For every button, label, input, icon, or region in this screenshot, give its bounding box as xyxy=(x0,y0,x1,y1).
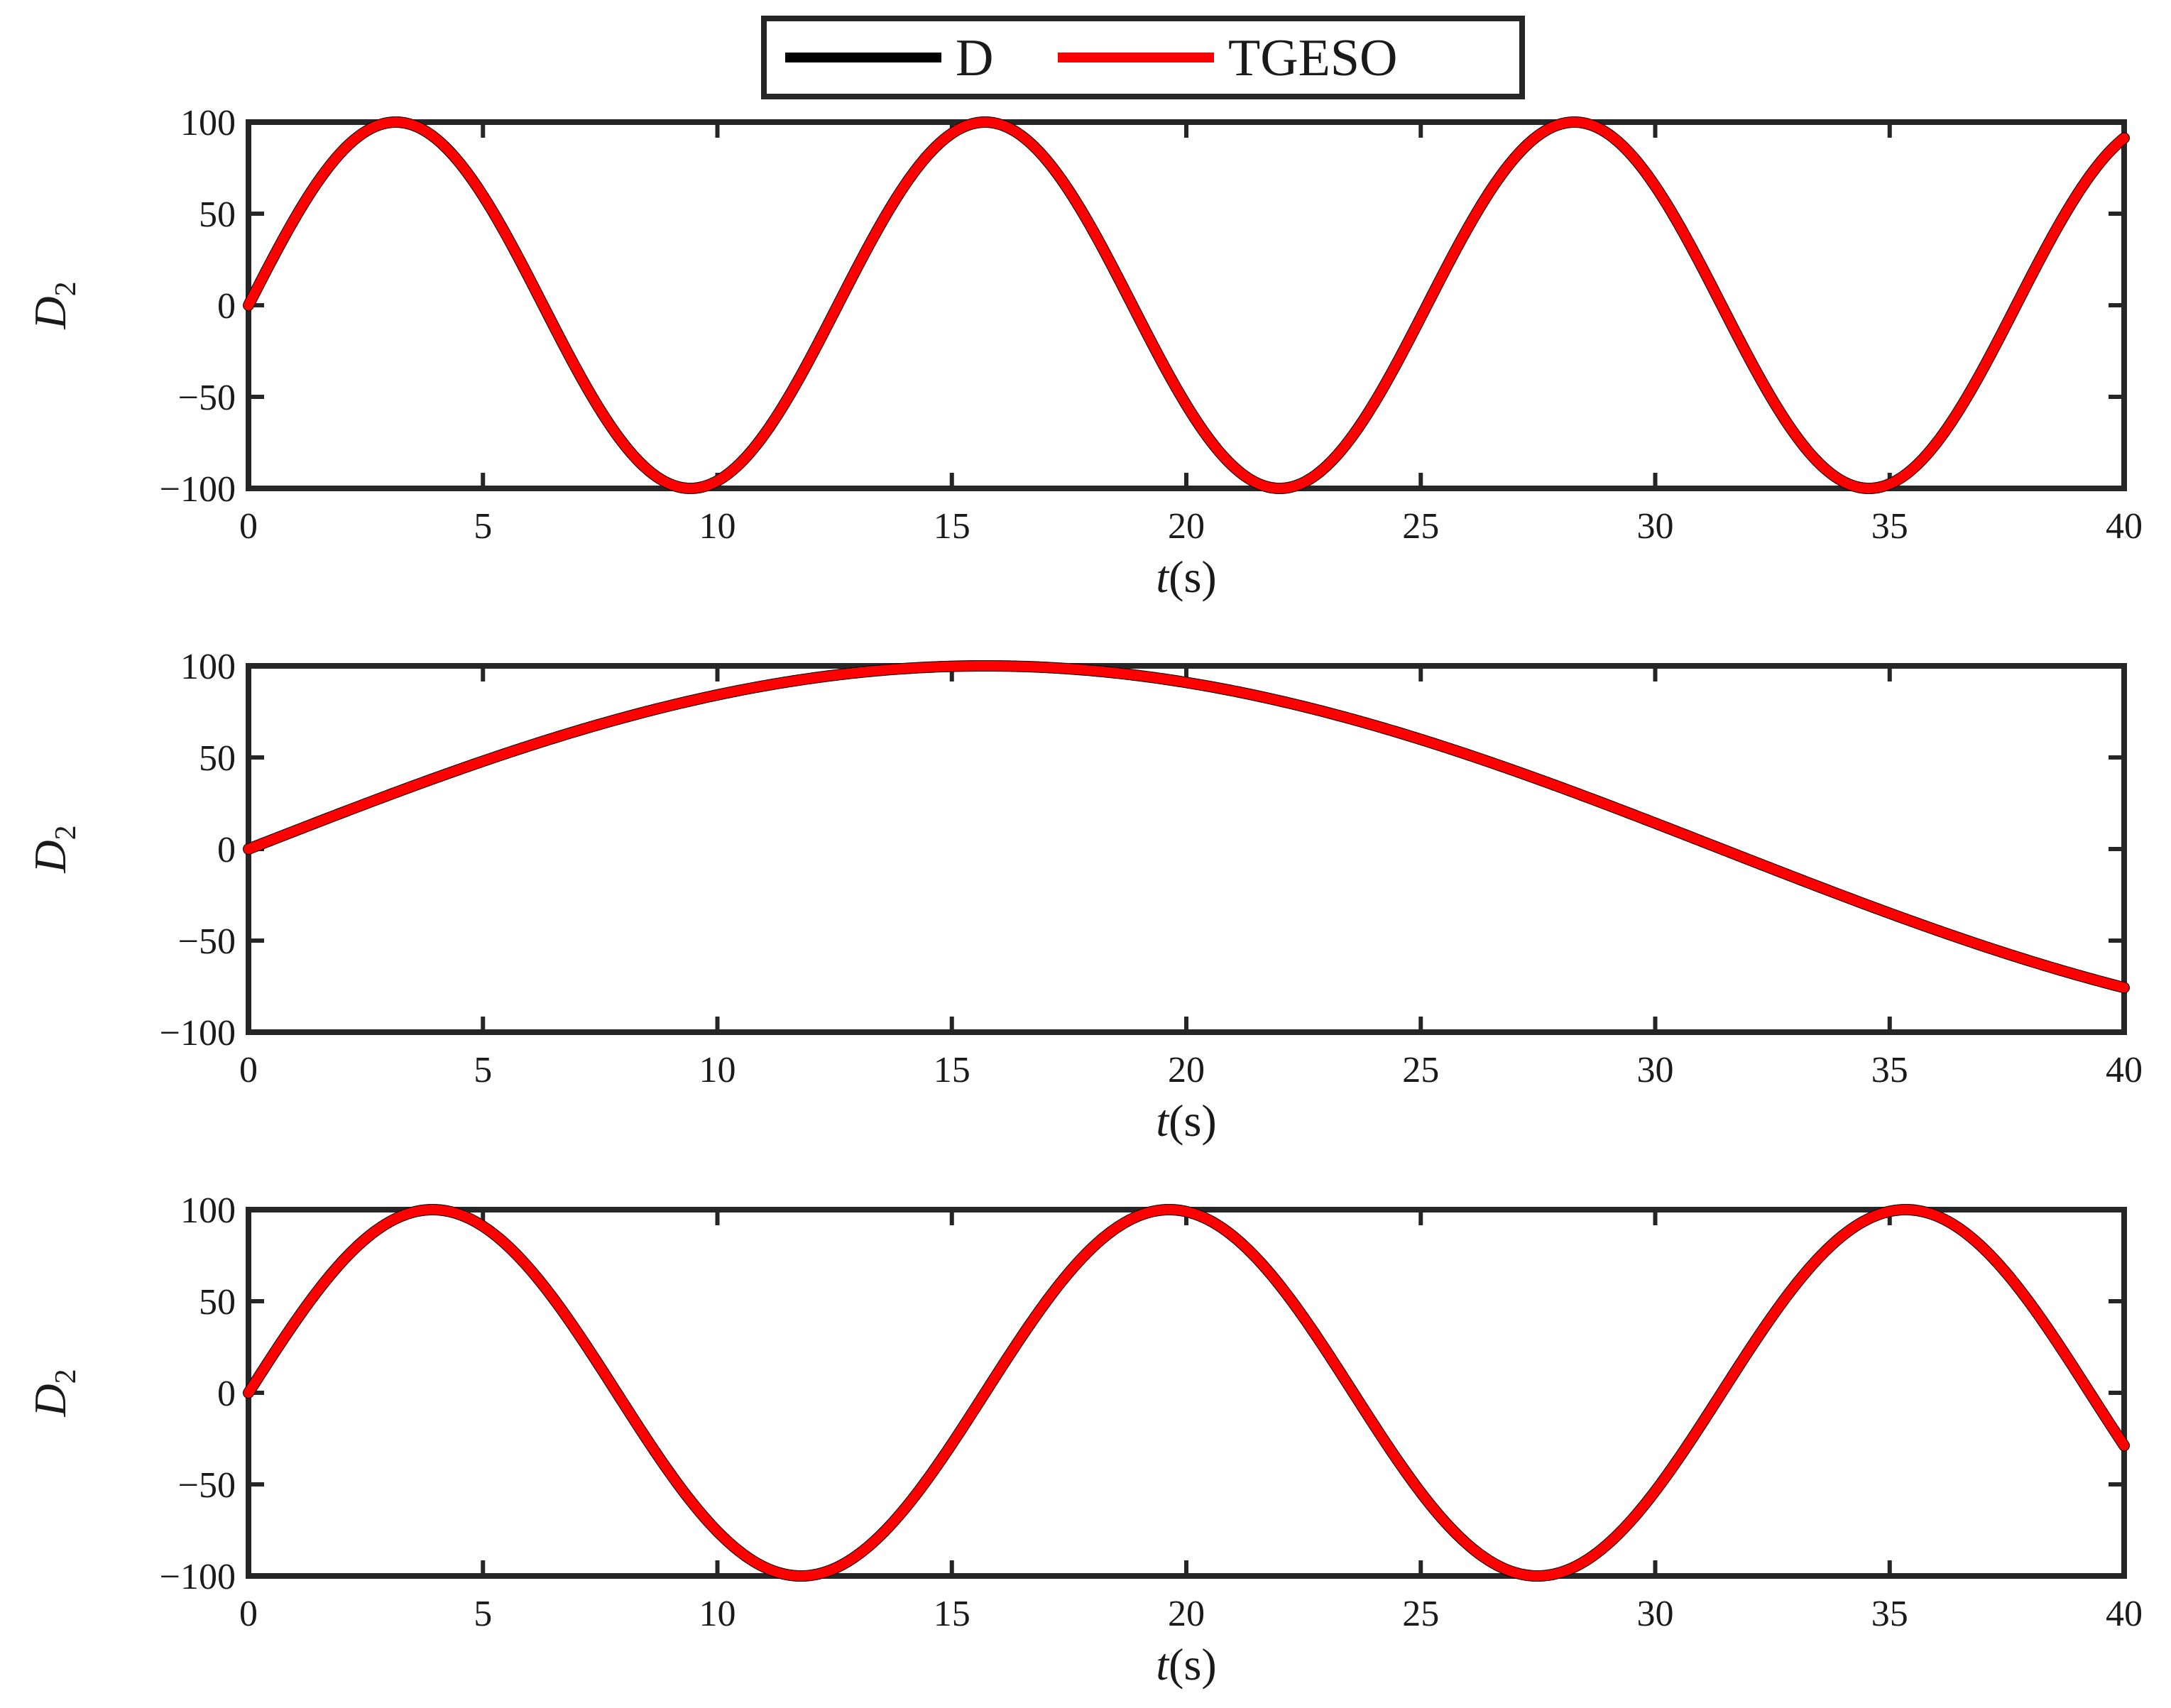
y-tick-label: −50 xyxy=(178,921,236,962)
x-axis-label: t(s) xyxy=(1156,1095,1216,1146)
x-tick-label: 30 xyxy=(1637,506,1674,547)
x-tick-label: 20 xyxy=(1168,1050,1205,1090)
x-tick-label: 25 xyxy=(1402,1050,1439,1090)
y-axis-label-var: D xyxy=(25,296,75,329)
x-tick-label: 15 xyxy=(934,506,970,547)
x-tick-label: 35 xyxy=(1871,1050,1908,1090)
subplot-3: 0 5 10 15 20 25 30 35 40 100 50 0 −50 −100 t(s) D2 xyxy=(25,1190,2143,1690)
y-axis-label-var: D xyxy=(25,1384,75,1417)
plot-area xyxy=(246,663,2127,1035)
subplot-1: 0 5 10 15 20 25 30 35 40 100 50 0 −50 −100 t(s) D2 xyxy=(25,103,2143,602)
x-tick-label: 25 xyxy=(1402,1594,1439,1634)
x-tick-label: 10 xyxy=(699,1050,736,1090)
x-tick-label: 30 xyxy=(1637,1594,1674,1634)
x-tick-label: 40 xyxy=(2106,506,2143,547)
y-tick-label: 100 xyxy=(180,103,236,143)
y-tick-label: 100 xyxy=(180,1190,236,1231)
y-tick-label: −50 xyxy=(178,1465,236,1506)
x-axis-label-var: t xyxy=(1156,1639,1170,1690)
x-tick-label: 5 xyxy=(474,506,492,547)
y-axis-label: D2 xyxy=(25,825,82,873)
x-axis-label-unit: (s) xyxy=(1169,1095,1217,1146)
y-tick-label: 0 xyxy=(217,1374,236,1414)
x-tick-label: 25 xyxy=(1402,506,1439,547)
x-axis-label: t(s) xyxy=(1156,552,1216,602)
x-tick-label: 0 xyxy=(239,506,258,547)
x-tick-label: 0 xyxy=(239,1050,258,1090)
x-axis-label-var: t xyxy=(1156,1095,1170,1146)
y-axis-label: D2 xyxy=(25,1369,82,1417)
x-axis-label: t(s) xyxy=(1156,1639,1216,1690)
series-line-tgeso xyxy=(244,1205,2129,1581)
y-axis-label-sub: 2 xyxy=(50,1369,82,1384)
x-tick-label: 40 xyxy=(2106,1050,2143,1090)
x-axis-label-var: t xyxy=(1156,552,1170,602)
x-tick-label: 5 xyxy=(474,1594,492,1634)
y-tick-label: 0 xyxy=(217,830,236,870)
y-axis-label: D2 xyxy=(25,281,82,329)
legend-label-d: D xyxy=(956,29,993,87)
x-tick-label: 10 xyxy=(699,506,736,547)
y-tick-label: 0 xyxy=(217,286,236,327)
x-tick-label: 40 xyxy=(2106,1594,2143,1634)
legend-label-tgeso: TGESO xyxy=(1228,29,1397,87)
y-tick-label: 50 xyxy=(199,195,236,235)
x-axis-label-unit: (s) xyxy=(1169,552,1217,602)
y-tick-label: −100 xyxy=(160,1013,236,1053)
x-tick-label: 35 xyxy=(1871,1594,1908,1634)
x-tick-label: 10 xyxy=(699,1594,736,1634)
y-tick-label: −50 xyxy=(178,378,236,418)
series-line-tgeso xyxy=(244,661,2129,993)
y-axis-label-sub: 2 xyxy=(50,825,82,840)
subplot-2: 0 5 10 15 20 25 30 35 40 100 50 0 −50 −100 t(s) D2 xyxy=(25,647,2143,1146)
x-tick-label: 5 xyxy=(474,1050,492,1090)
x-tick-label: 0 xyxy=(239,1594,258,1634)
x-tick-label: 30 xyxy=(1637,1050,1674,1090)
x-tick-label: 20 xyxy=(1168,506,1205,547)
y-tick-label: 50 xyxy=(199,738,236,779)
x-tick-label: 15 xyxy=(934,1050,970,1090)
y-axis-label-sub: 2 xyxy=(50,281,82,296)
y-tick-label: 50 xyxy=(199,1282,236,1323)
series-line-tgeso xyxy=(244,117,2129,493)
y-tick-label: −100 xyxy=(160,1557,236,1597)
x-tick-label: 20 xyxy=(1168,1594,1205,1634)
y-axis-label-var: D xyxy=(25,840,75,873)
x-tick-label: 35 xyxy=(1871,506,1908,547)
x-tick-label: 15 xyxy=(934,1594,970,1634)
x-axis-label-unit: (s) xyxy=(1169,1639,1217,1690)
y-tick-label: −100 xyxy=(160,469,236,510)
y-tick-label: 100 xyxy=(180,647,236,687)
legend: D TGESO xyxy=(761,16,1525,99)
plot-area xyxy=(246,119,2127,491)
